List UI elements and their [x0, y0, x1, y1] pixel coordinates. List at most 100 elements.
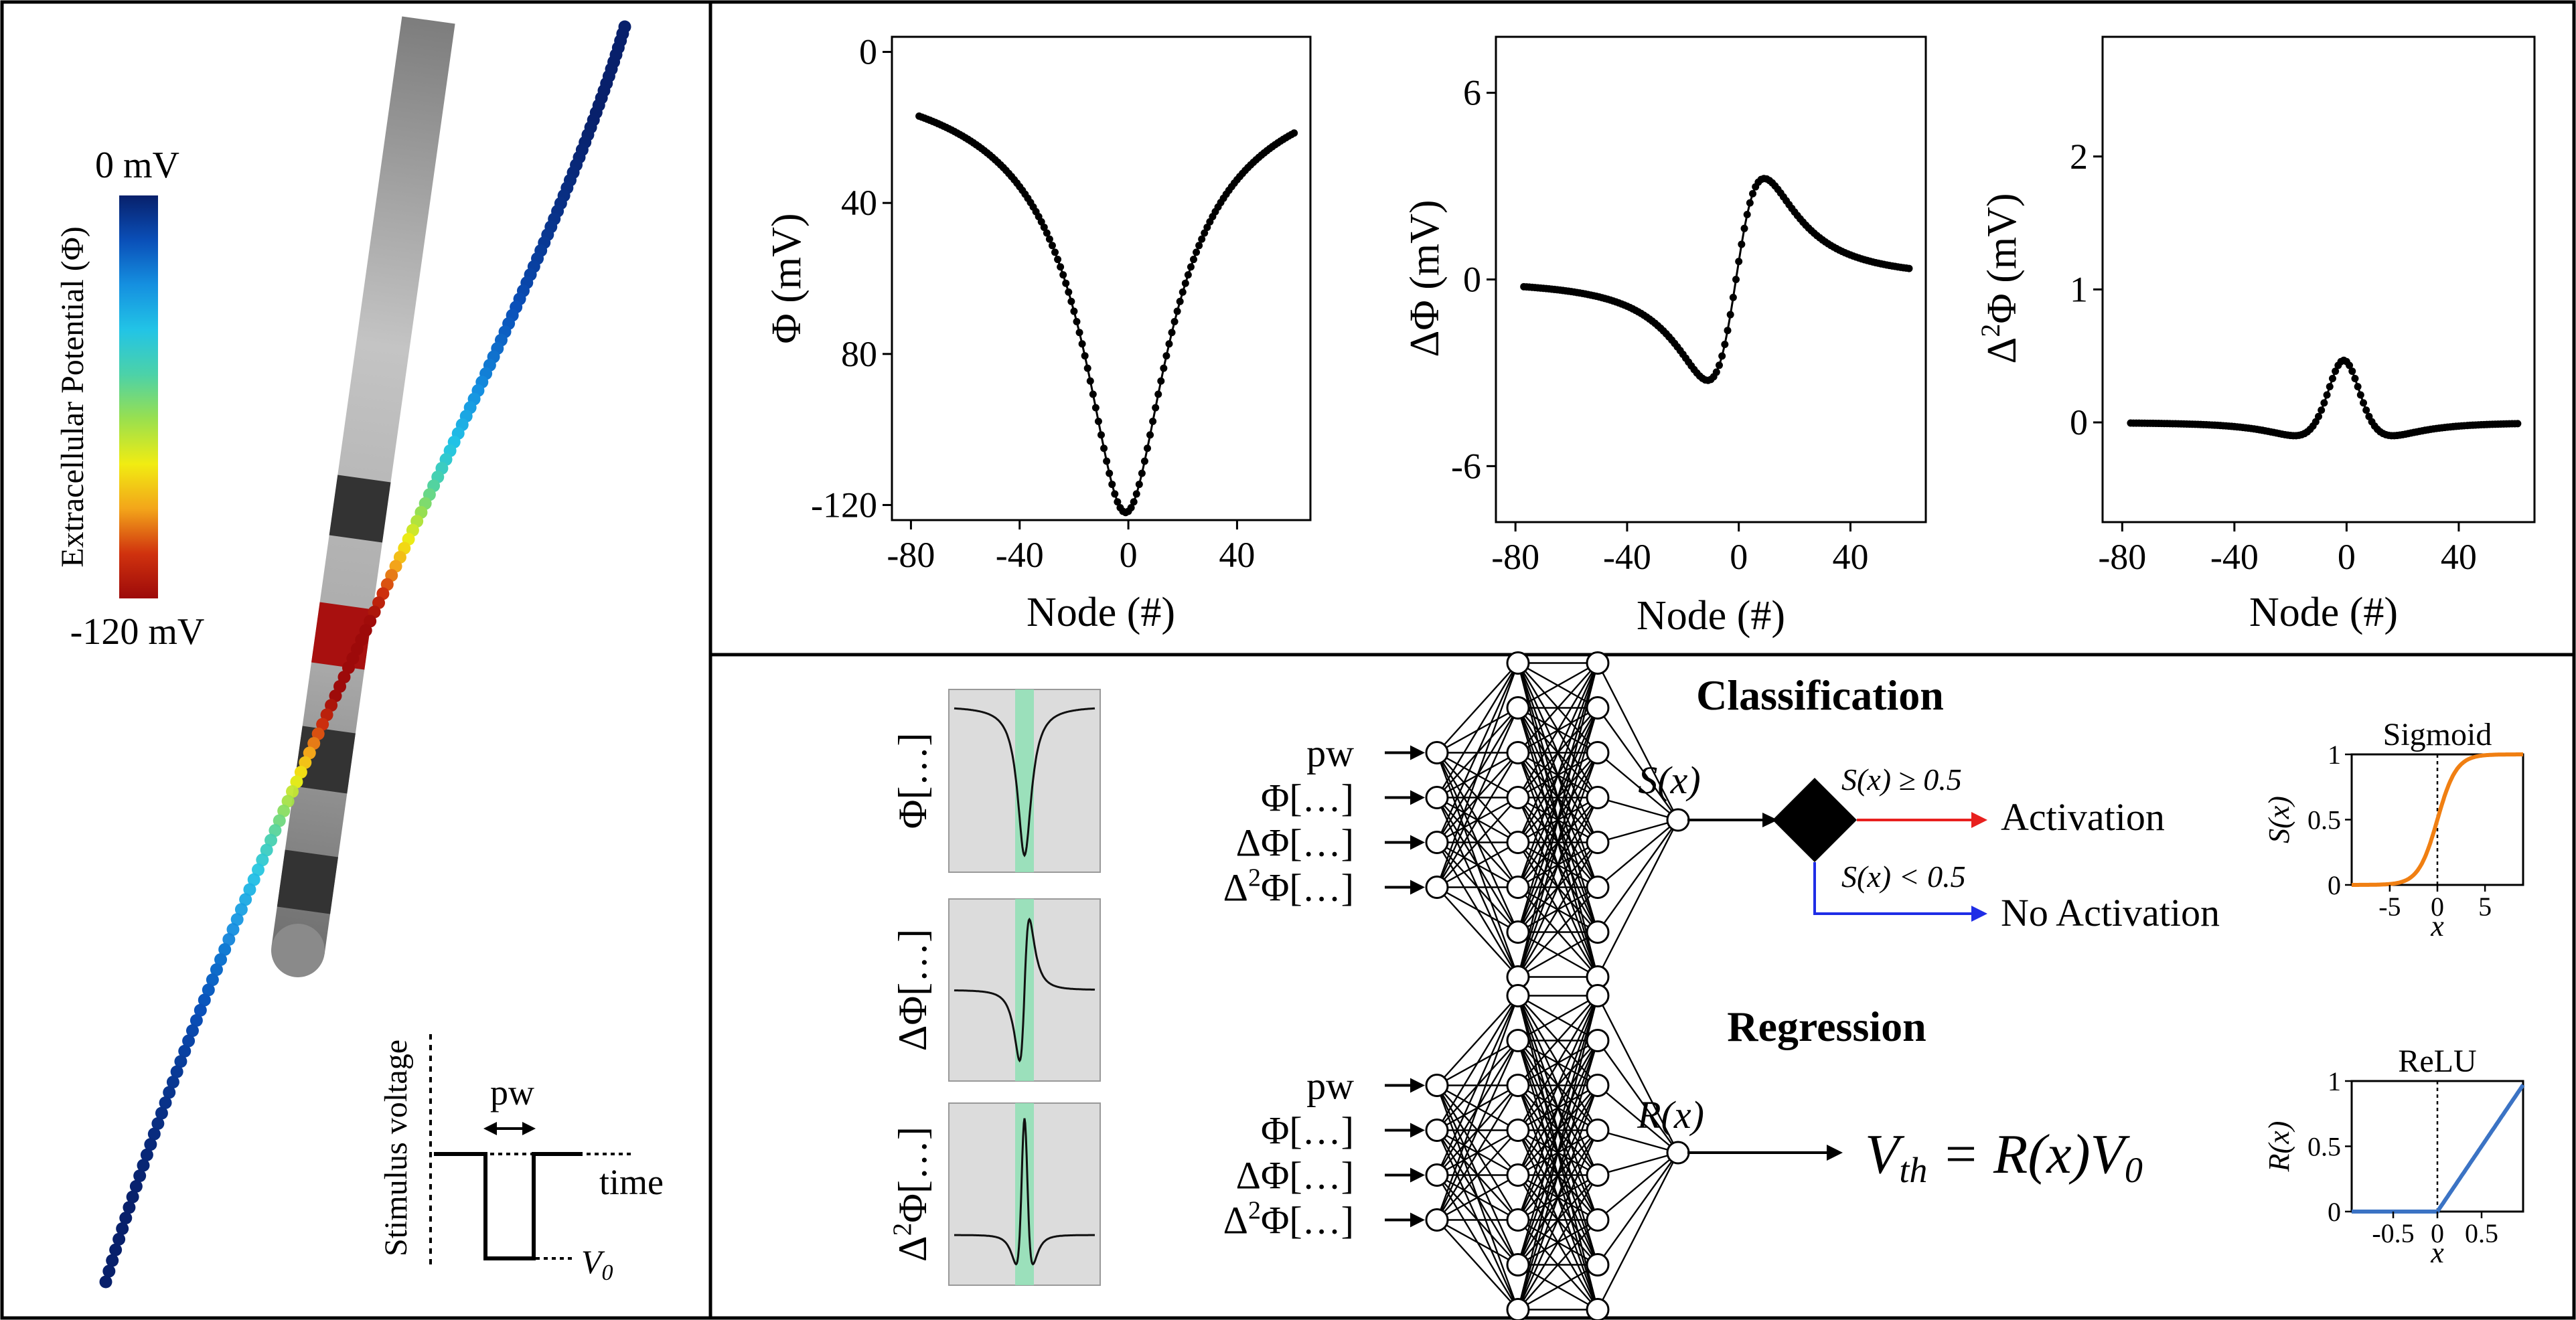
data-point	[1059, 271, 1067, 279]
colorbar: 0 mV -120 mV Extracellular Potential (Φ)	[55, 145, 204, 653]
thumbnail-label-part: ΔΦ[…]	[891, 929, 935, 1051]
data-point	[1189, 256, 1197, 264]
contact-1	[329, 475, 391, 543]
thumbnail-label-part: Φ[…]	[891, 733, 935, 829]
input-arrowhead	[1410, 1212, 1425, 1228]
data-point	[2362, 406, 2370, 414]
data-point	[2348, 367, 2356, 376]
axon-node	[325, 699, 338, 712]
data-point	[2328, 374, 2336, 382]
data-point	[1091, 404, 1100, 412]
network-edge	[1517, 662, 1599, 799]
sigmoid-x-tick-label: -5	[2378, 892, 2401, 922]
phi-plot: -80 -40 0 40 0 40 80 -120 Node (#) Φ (mV)	[764, 32, 1312, 635]
network-edge	[1596, 662, 1679, 821]
hidden-neuron	[1586, 876, 1610, 899]
input-label-part: pw	[1306, 732, 1354, 775]
network-edge	[1517, 1040, 1599, 1310]
x-tick-label: -40	[996, 535, 1044, 575]
network-edge	[1597, 1152, 1679, 1266]
regression-output: R(x) Vth = R(x)V0	[1637, 1093, 2143, 1190]
axon-node	[166, 1076, 179, 1089]
thumbnail-label-part: Δ	[891, 1236, 935, 1262]
data-point	[1712, 368, 1720, 376]
thumbnail-label-sup: 2	[888, 1223, 917, 1236]
hidden-neuron	[1506, 1163, 1530, 1187]
x-tick-label: 40	[2441, 537, 2477, 577]
input-arrowhead	[1410, 1078, 1425, 1093]
hidden-neuron	[1586, 786, 1610, 809]
decision-diamond	[1772, 778, 1857, 862]
relu-x-tick-label: 0.5	[2465, 1218, 2498, 1248]
phi-xlabel: Node (#)	[1027, 590, 1175, 635]
hidden-neuron	[1586, 984, 1610, 1007]
data-point	[1157, 377, 1165, 385]
electrode-body	[271, 16, 455, 978]
data-point	[1127, 503, 1135, 511]
threshold-equation: Vth = R(x)V0	[1865, 1123, 2143, 1190]
data-point	[1179, 288, 1187, 296]
axon-node	[290, 775, 303, 789]
hidden-neuron	[1586, 651, 1610, 675]
network-edge	[1597, 1040, 1679, 1153]
network-edge	[1597, 1084, 1679, 1153]
network-edge	[1517, 995, 1599, 1175]
axon-node	[239, 893, 252, 906]
network-edge	[1436, 995, 1519, 1175]
hidden-neuron	[1586, 1029, 1610, 1052]
data-point	[1073, 318, 1081, 326]
hidden-neuron	[1506, 1253, 1530, 1276]
data-point	[1138, 469, 1146, 477]
hidden-neuron	[1586, 831, 1610, 854]
relu-title: ReLU	[2398, 1044, 2476, 1079]
network-edge	[1517, 662, 1598, 709]
classification-network: pwΦ[…]ΔΦ[…]Δ2Φ[…]	[1223, 651, 1690, 989]
dphi-xlabel: Node (#)	[1637, 593, 1785, 639]
data-point	[1070, 307, 1078, 315]
data-point	[1111, 490, 1119, 498]
relu-y-tick-label: 0.5	[2307, 1132, 2341, 1162]
dphi-ylabel: ΔΦ (mV)	[1402, 200, 1448, 357]
data-point	[2323, 391, 2331, 399]
network-edge	[1436, 662, 1519, 799]
hidden-neuron	[1506, 984, 1530, 1007]
axon-node	[269, 824, 282, 837]
negative-branch-arrow	[1813, 862, 1974, 915]
hidden-neuron	[1586, 1298, 1610, 1320]
y-tick-label: 0	[1463, 260, 1481, 300]
relu-x-tick-label: 0	[2431, 1218, 2444, 1248]
data-point	[1160, 364, 1168, 372]
network-edge	[1517, 663, 1599, 888]
input-label-rest: Φ[…]	[1261, 866, 1354, 910]
axon-node	[126, 1190, 139, 1204]
colorbar-axis-label: Extracellular Potential (Φ)	[55, 226, 90, 568]
y-tick-label: -6	[1451, 446, 1481, 486]
axon-node	[286, 785, 299, 798]
axon-node	[226, 923, 240, 936]
axon-node	[106, 1254, 119, 1267]
network-edge	[1436, 995, 1519, 1131]
hidden-neuron	[1506, 1029, 1530, 1052]
axon-node	[307, 737, 321, 750]
network-edge	[1517, 995, 1599, 1265]
axon-node	[109, 1243, 123, 1256]
sigmoid-xlabel: x	[2430, 910, 2444, 942]
network-edge	[1597, 819, 1679, 933]
axon-node	[329, 689, 342, 703]
hidden-neuron	[1586, 1163, 1610, 1187]
data-point	[1130, 498, 1138, 506]
data-point	[1100, 444, 1108, 452]
network-edge	[1436, 1129, 1519, 1221]
data-point	[1081, 352, 1089, 360]
axon-node	[243, 883, 256, 896]
data-point	[2320, 399, 2328, 407]
network-edges	[1436, 995, 1679, 1311]
network-edge	[1517, 995, 1599, 1131]
data-point	[1724, 327, 1732, 335]
hidden-neuron	[1506, 696, 1530, 720]
y-tick-label: 0	[859, 32, 877, 72]
network-edge	[1597, 1151, 1679, 1176]
network-edge	[1517, 841, 1599, 978]
